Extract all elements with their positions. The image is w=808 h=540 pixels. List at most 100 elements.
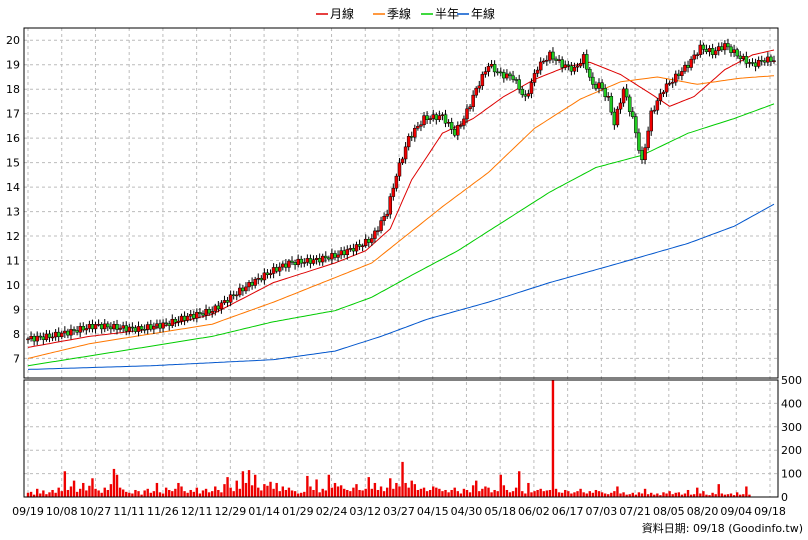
candle-body <box>738 55 742 59</box>
date-tick-label: 07/03 <box>586 505 618 518</box>
candle-body <box>434 114 439 120</box>
volume-bar <box>640 493 644 497</box>
volume-bar <box>346 489 349 497</box>
candle-body <box>492 64 497 73</box>
candle-body <box>185 315 190 321</box>
volume-bar <box>591 492 595 497</box>
candle-body <box>658 93 663 101</box>
candle-body <box>373 230 377 239</box>
candle-body <box>96 324 101 326</box>
volume-bar <box>168 489 171 497</box>
volume-bar <box>662 492 665 497</box>
volume-bar <box>210 491 214 497</box>
candle-body <box>241 287 245 292</box>
candle-body <box>545 59 549 62</box>
date-tick-label: 06/02 <box>518 505 550 518</box>
volume-bar <box>692 494 696 497</box>
volume-bar <box>422 487 426 497</box>
price-tick-label: 11 <box>6 255 20 268</box>
candle-body <box>75 330 79 333</box>
candle-body <box>618 102 623 110</box>
volume-bar <box>398 486 401 497</box>
volume-bar <box>702 491 705 497</box>
volume-bar <box>324 490 327 497</box>
volume-bar <box>177 482 180 497</box>
volume-bar <box>109 484 113 497</box>
volume-bar <box>131 493 134 497</box>
volume-bar <box>603 493 607 497</box>
volume-bar <box>330 487 334 497</box>
volume-bar <box>481 488 484 497</box>
candle-body <box>747 62 752 64</box>
volume-bar <box>106 489 110 497</box>
candle-body <box>480 74 485 87</box>
ma-line-1 <box>27 75 775 359</box>
candle-body <box>643 147 647 161</box>
date-tick-label: 07/21 <box>619 505 651 518</box>
candle-body <box>167 323 171 326</box>
volume-bar <box>235 480 238 497</box>
volume-bar <box>459 493 463 497</box>
volume-bar <box>174 488 177 497</box>
candle-body <box>87 324 92 329</box>
price-tick-label: 10 <box>6 279 20 292</box>
candle-body <box>222 300 227 304</box>
volume-bar <box>726 494 730 497</box>
volume-bar <box>382 491 386 497</box>
candle-body <box>624 88 629 98</box>
volume-bar <box>419 488 423 497</box>
candle-body <box>142 329 147 331</box>
candle-body <box>600 82 604 89</box>
candle-body <box>532 73 537 83</box>
volume-bar <box>545 490 549 497</box>
candle-body <box>149 324 153 330</box>
candle-body <box>612 111 617 126</box>
candle-body <box>400 158 405 164</box>
date-tick-label: 05/18 <box>484 505 516 518</box>
volume-bar <box>659 495 662 497</box>
candle-body <box>403 146 408 160</box>
date-tick-label: 08/20 <box>687 505 719 518</box>
volume-bar <box>539 488 542 497</box>
candle-body <box>228 294 233 303</box>
volume-bar <box>646 494 650 497</box>
candle-body <box>238 287 242 296</box>
candle-body <box>465 108 469 120</box>
candle-body <box>634 116 638 134</box>
price-tick-label: 20 <box>6 34 20 47</box>
volume-bar <box>573 492 576 497</box>
volume-bar <box>508 492 512 497</box>
candle-body <box>90 324 95 330</box>
candle-body <box>201 313 205 316</box>
volume-bar <box>343 488 346 497</box>
volume-bar <box>487 487 490 497</box>
volume-bar <box>628 494 631 497</box>
volume-bar <box>428 489 432 497</box>
candle-body <box>256 277 260 280</box>
volume-bar <box>315 479 318 497</box>
volume-bar <box>425 491 429 497</box>
candle-body <box>44 333 49 340</box>
candle-body <box>296 258 300 266</box>
volume-bar <box>708 495 711 497</box>
candle-body <box>290 260 294 263</box>
candle-body <box>262 272 267 281</box>
date-tick-label: 08/05 <box>653 505 685 518</box>
candle-body <box>376 230 380 232</box>
candle-body <box>81 326 86 331</box>
volume-bar <box>336 486 340 497</box>
candle-body <box>308 258 313 264</box>
volume-bar <box>300 492 303 497</box>
candle-body <box>284 263 288 268</box>
volume-bar <box>293 491 297 497</box>
volume-bar <box>349 491 352 497</box>
candle-body <box>235 294 239 297</box>
candle-body <box>772 60 776 62</box>
volume-bar <box>72 480 76 497</box>
candle-body <box>753 62 758 67</box>
candle-body <box>115 324 119 330</box>
volume-bar <box>401 461 404 497</box>
candle-body <box>253 279 257 286</box>
volume-bar <box>742 494 745 497</box>
candle-body <box>360 245 365 247</box>
